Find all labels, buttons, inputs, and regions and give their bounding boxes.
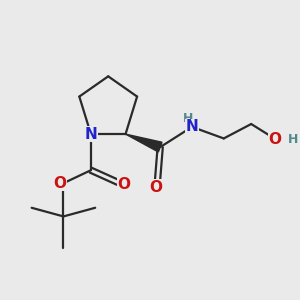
Text: N: N (186, 119, 198, 134)
Text: H: H (183, 112, 194, 125)
Text: O: O (53, 176, 67, 191)
Text: O: O (268, 132, 281, 147)
Polygon shape (125, 134, 162, 152)
Text: H: H (288, 134, 298, 146)
Text: N: N (85, 127, 97, 142)
Text: O: O (149, 180, 162, 195)
Text: O: O (118, 177, 130, 192)
